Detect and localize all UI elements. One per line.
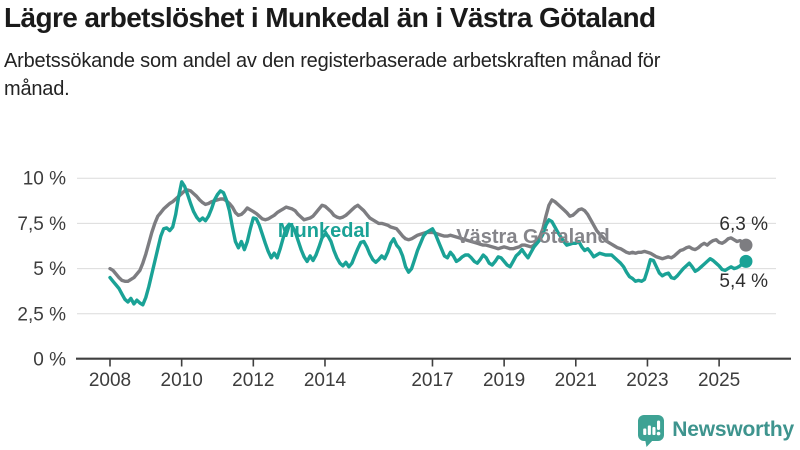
x-tick-label: 2021	[555, 370, 597, 391]
page-title: Lägre arbetslöshet i Munkedal än i Västr…	[4, 2, 656, 33]
newsworthy-logo[interactable]: Newsworthy	[636, 413, 794, 447]
series-label-vastra-gotaland: Västra Götaland	[456, 226, 609, 248]
end-value-munkedal: 5,4 %	[719, 271, 768, 292]
y-tick-label: 2,5 %	[17, 304, 66, 325]
end-value-vastra-gotaland: 6,3 %	[719, 214, 768, 235]
x-tick-label: 2010	[161, 370, 203, 391]
x-tick-label: 2014	[304, 370, 347, 391]
y-tick-label: 5 %	[33, 259, 66, 280]
series-label-munkedal: Munkedal	[278, 220, 370, 242]
series-line-v-stra-g-taland	[108, 188, 748, 283]
x-tick-label: 2019	[483, 370, 525, 391]
y-tick-label: 7,5 %	[17, 214, 66, 235]
end-dot-munkedal	[739, 254, 753, 268]
chart-subtitle: Arbetssökande som andel av den registerb…	[4, 50, 661, 100]
newsworthy-wordmark: Newsworthy	[672, 418, 794, 441]
x-tick-label: 2012	[232, 370, 274, 391]
end-dot-v-stra-g-taland	[739, 238, 753, 252]
chart-overlay: Munkedal Västra Götaland 6,3 % 5,4 %	[278, 214, 768, 292]
newsworthy-bubble-chart-icon	[638, 415, 665, 447]
y-tick-label: 0 %	[33, 350, 66, 371]
y-tick-label: 10 %	[23, 169, 66, 190]
x-tick-label: 2017	[411, 370, 453, 391]
x-tick-label: 2023	[626, 370, 668, 391]
x-tick-label: 2008	[89, 370, 131, 391]
x-tick-label: 2025	[698, 370, 740, 391]
header: Lägre arbetslöshet i Munkedal än i Västr…	[4, 2, 796, 103]
series-line-munkedal	[108, 180, 748, 307]
